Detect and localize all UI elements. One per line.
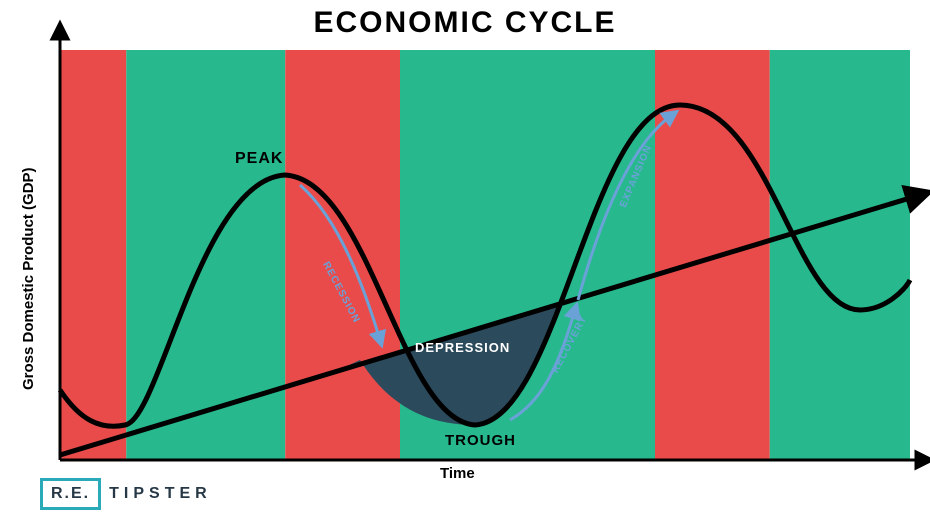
depression-label: DEPRESSION <box>415 340 510 355</box>
logo-text: TIPSTER <box>109 485 212 503</box>
y-axis-label: Gross Domestic Product (GDP) <box>20 50 37 390</box>
x-axis-label: Time <box>440 465 475 482</box>
brand-logo: R.E. TIPSTER <box>40 478 212 510</box>
trough-label: TROUGH <box>445 432 516 449</box>
peak-label: PEAK <box>235 150 283 168</box>
logo-box: R.E. <box>40 478 101 510</box>
